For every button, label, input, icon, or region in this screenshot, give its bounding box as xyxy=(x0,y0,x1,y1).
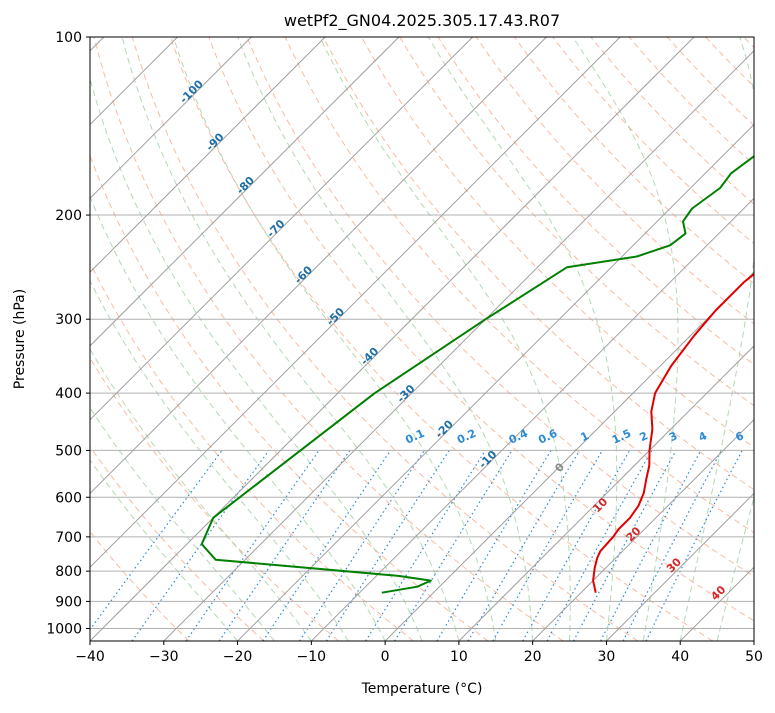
mixing-ratio-label: 2 xyxy=(638,429,650,444)
y-axis-title: Pressure (hPa) xyxy=(12,289,28,389)
plot-frame xyxy=(90,37,754,641)
isotherm-label: -10 xyxy=(476,448,499,471)
x-tick-label: 0 xyxy=(381,649,390,665)
dry-adiabat-line xyxy=(629,37,775,641)
isotherm-label: -50 xyxy=(324,305,347,328)
mixing-ratio-line xyxy=(366,450,486,641)
x-axis-title: Temperature (°C) xyxy=(361,681,483,697)
x-tick-label: 20 xyxy=(524,649,542,665)
dry-adiabat-line xyxy=(515,37,775,641)
y-tick-label: 400 xyxy=(55,386,82,402)
isotherm-label: -100 xyxy=(177,77,206,106)
mixing-ratio-line xyxy=(263,450,391,641)
dry-adiabat-line xyxy=(18,37,414,641)
isotherm-line xyxy=(0,37,546,641)
x-tick-label: 30 xyxy=(598,649,616,665)
dry-adiabat-line xyxy=(209,37,775,641)
dry-adiabat-line xyxy=(438,37,775,641)
y-tick-label: 600 xyxy=(55,490,82,506)
mixing-ratio-line xyxy=(601,450,701,641)
mixing-ratio-line xyxy=(574,450,677,641)
dry-adiabat-line xyxy=(362,37,775,641)
moist-adiabat-line xyxy=(174,37,496,641)
mixing-ratio-label: 1.5 xyxy=(610,427,633,447)
isotherm-line xyxy=(90,37,694,641)
dry-adiabat-line xyxy=(591,37,775,641)
x-tick-label: −30 xyxy=(149,649,179,665)
mixing-ratio-label: 3 xyxy=(667,429,679,444)
chart-title: wetPf2_GN04.2025.305.17.43.R07 xyxy=(284,11,560,31)
mixing-ratio-line xyxy=(523,450,630,641)
isotherm-label: -90 xyxy=(203,130,226,153)
moist-adiabat-line xyxy=(28,114,348,641)
mixing-ratio-line xyxy=(326,450,449,641)
isotherm-line xyxy=(0,37,325,641)
x-tick-label: 50 xyxy=(745,649,763,665)
x-tick-label: 40 xyxy=(671,649,689,665)
isotherm-line xyxy=(164,37,768,641)
y-tick-label: 1000 xyxy=(46,621,82,637)
isotherm-label: -60 xyxy=(292,263,315,286)
mixing-ratio-line xyxy=(132,450,269,641)
y-tick-label: 800 xyxy=(55,564,82,580)
moist-adiabat-line xyxy=(320,37,570,641)
moist-adiabat-line xyxy=(717,37,775,641)
x-tick-label: −10 xyxy=(297,649,327,665)
moist-adiabat-line xyxy=(122,37,459,641)
mixing-ratio-label: 4 xyxy=(697,429,710,444)
isotherm-line xyxy=(680,37,775,641)
mixing-ratio-label: 0.4 xyxy=(507,427,530,447)
moist-adiabat-label: 40 xyxy=(708,583,728,603)
moist-adiabat-label: 0 xyxy=(552,460,567,475)
isotherm-line xyxy=(0,37,251,641)
mixing-ratio-label: 8 xyxy=(756,429,768,444)
isotherm-line xyxy=(0,37,399,641)
moist-adiabat-line xyxy=(0,181,238,641)
x-tick-label: −20 xyxy=(223,649,253,665)
isotherm-line xyxy=(459,37,775,641)
moist-adiabat-line xyxy=(573,37,678,641)
mixing-ratio-line xyxy=(300,450,425,641)
y-tick-label: 900 xyxy=(55,594,82,610)
mixing-ratio-label: 0.2 xyxy=(455,427,478,447)
y-tick-label: 300 xyxy=(55,312,82,328)
y-tick-label: 200 xyxy=(55,208,82,224)
mixing-ratio-line xyxy=(219,450,350,641)
dry-adiabat-line xyxy=(171,37,713,641)
dry-adiabat-line xyxy=(667,37,775,641)
dry-adiabat-line xyxy=(56,37,488,641)
x-tick-label: 10 xyxy=(450,649,468,665)
isotherm-line xyxy=(754,37,775,641)
isotherm-label: -80 xyxy=(234,174,257,197)
isotherm-line xyxy=(16,37,620,641)
moist-adiabat-line xyxy=(0,166,274,641)
dry-adiabat-line xyxy=(553,37,775,641)
isotherm-line xyxy=(385,37,775,641)
moist-adiabat-line xyxy=(5,141,311,641)
x-tick-label: −40 xyxy=(75,649,105,665)
dry-adiabat-line xyxy=(476,37,775,641)
moist-adiabat-line xyxy=(57,94,386,641)
mixing-ratio-label: 0.1 xyxy=(403,427,426,447)
mixing-ratio-label: 0.6 xyxy=(536,427,559,447)
mixing-ratio-label: 6 xyxy=(733,429,746,444)
dry-adiabat-line xyxy=(0,37,339,641)
y-tick-label: 700 xyxy=(55,530,82,546)
isotherm-line xyxy=(311,37,775,641)
isotherm-label: -30 xyxy=(394,382,417,405)
y-tick-label: 500 xyxy=(55,443,82,459)
isotherm-label: -20 xyxy=(433,417,456,440)
y-tick-label: 100 xyxy=(55,30,82,46)
mixing-ratio-line xyxy=(547,450,652,641)
dry-adiabat-line xyxy=(744,37,775,641)
moist-adiabat-label: 30 xyxy=(664,555,684,575)
mixing-ratio-line xyxy=(82,450,222,641)
